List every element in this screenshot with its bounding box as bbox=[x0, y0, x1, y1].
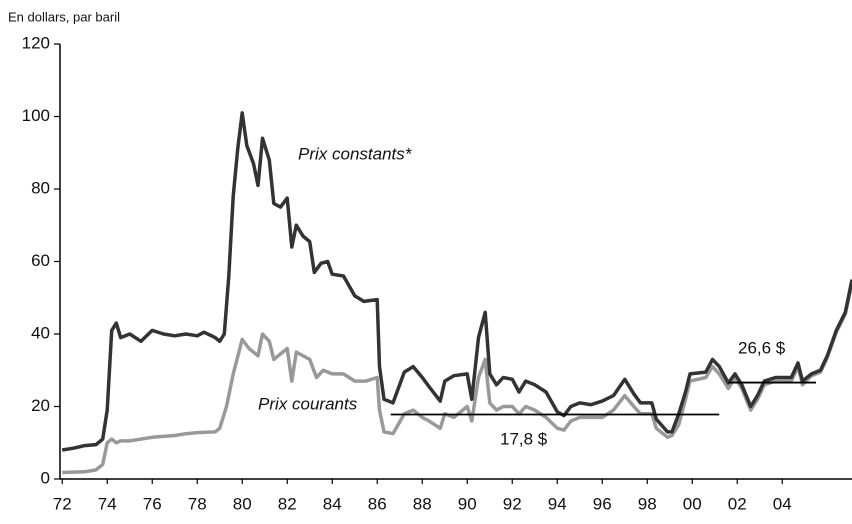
y-tick-label: 0 bbox=[41, 468, 50, 487]
y-tick-label: 100 bbox=[22, 106, 50, 125]
x-tick-label: 04 bbox=[773, 494, 792, 513]
x-tick-label: 90 bbox=[458, 494, 477, 513]
y-tick-label: 40 bbox=[31, 323, 50, 342]
y-tick-label: 120 bbox=[22, 33, 50, 52]
line-series bbox=[62, 282, 852, 475]
reference-label: 17,8 $ bbox=[500, 429, 548, 448]
x-tick-label: 94 bbox=[548, 494, 567, 513]
line-series bbox=[61, 111, 852, 452]
y-tick-label: 60 bbox=[31, 251, 50, 270]
x-tick-label: 78 bbox=[188, 494, 207, 513]
x-tick-label: 86 bbox=[368, 494, 387, 513]
x-tick-label: 92 bbox=[503, 494, 522, 513]
reference-label: 26,6 $ bbox=[738, 338, 786, 357]
x-tick-label: 84 bbox=[323, 494, 342, 513]
y-axis-label: En dollars, par baril bbox=[8, 9, 120, 24]
x-tick-label: 98 bbox=[638, 494, 657, 513]
x-tick-label: 80 bbox=[233, 494, 252, 513]
x-tick-label: 72 bbox=[53, 494, 72, 513]
x-tick-label: 96 bbox=[593, 494, 612, 513]
y-tick-label: 80 bbox=[31, 178, 50, 197]
x-tick-label: 88 bbox=[413, 494, 432, 513]
series-label: Prix constants* bbox=[298, 144, 413, 163]
x-tick-label: 74 bbox=[98, 494, 117, 513]
y-tick-label: 20 bbox=[31, 396, 50, 415]
x-tick-label: 76 bbox=[143, 494, 162, 513]
x-tick-label: 82 bbox=[278, 494, 297, 513]
x-tick-label: 02 bbox=[728, 494, 747, 513]
series-label: Prix courants bbox=[258, 394, 358, 413]
x-tick-label: 00 bbox=[683, 494, 702, 513]
